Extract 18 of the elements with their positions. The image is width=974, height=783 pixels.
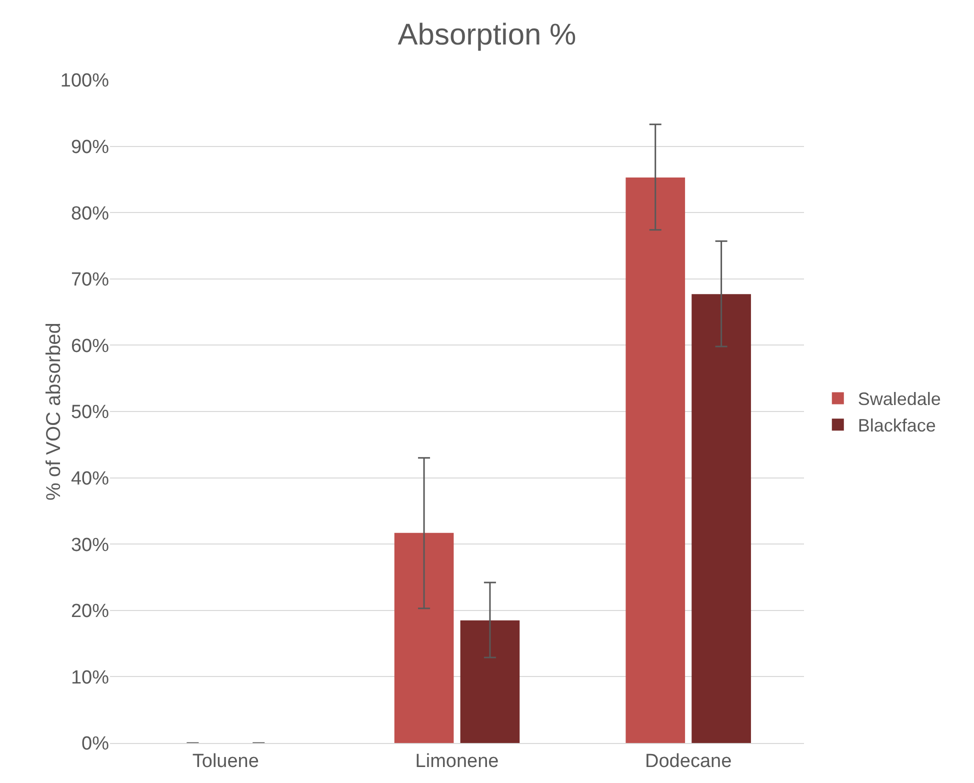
legend-label: Swaledale — [858, 389, 941, 410]
y-tick-label: 0% — [82, 734, 110, 755]
y-tick-label: 10% — [70, 667, 110, 688]
y-tick-label: 20% — [70, 601, 110, 622]
x-tick-label: Limonene — [415, 750, 499, 772]
chart-title: Absorption % — [398, 18, 576, 52]
y-tick-label: 30% — [70, 534, 110, 556]
y-tick-label: 70% — [70, 270, 110, 291]
y-tick-label: 90% — [70, 136, 110, 158]
legend-label: Blackface — [858, 416, 936, 436]
y-axis-title: % of VOC absorbed — [43, 322, 65, 500]
y-tick-label: 100% — [60, 70, 110, 92]
y-tick-label: 40% — [70, 468, 110, 490]
y-tick-label: 50% — [70, 402, 110, 424]
x-tick-label: Toluene — [192, 750, 259, 772]
y-tick-label: 80% — [70, 203, 110, 224]
y-tick-label: 60% — [70, 336, 110, 357]
x-tick-label: Dodecane — [645, 750, 732, 772]
